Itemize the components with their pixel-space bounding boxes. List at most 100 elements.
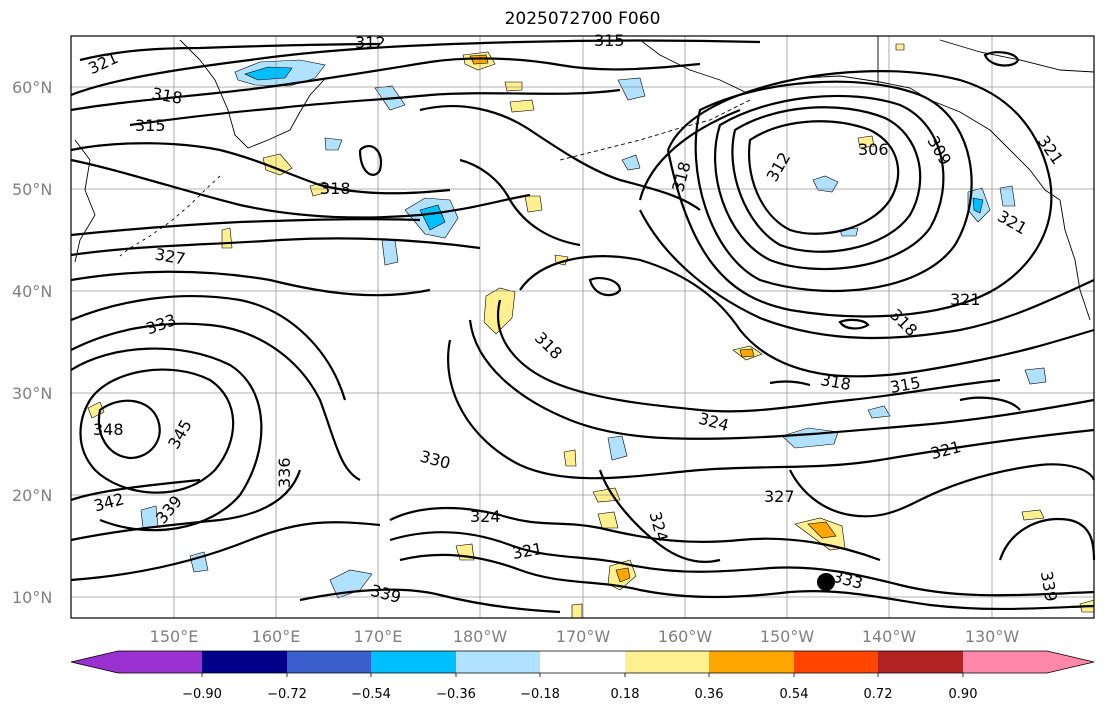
contour-label: 321 <box>950 290 981 309</box>
contour-line <box>748 120 900 235</box>
lat-label: 50°N <box>12 180 52 199</box>
contour-line <box>70 521 381 582</box>
yellow-patch <box>221 227 233 249</box>
contour-line <box>598 469 721 563</box>
colorbar-outline <box>70 650 1095 674</box>
blue-patch <box>812 175 839 193</box>
colorbar-segment <box>878 651 963 673</box>
contour-line <box>519 255 1095 378</box>
yellow-patch <box>857 135 875 149</box>
contour-line <box>299 588 561 614</box>
colorbar-segment <box>540 651 625 673</box>
contour-line <box>983 51 1020 67</box>
contour-line <box>70 294 347 401</box>
latitude-labels: 60°N 50°N 40°N 30°N 20°N 10°N <box>12 78 52 607</box>
contour-line <box>70 469 302 542</box>
contour-line <box>79 42 381 62</box>
contour-label: 312 <box>355 33 386 52</box>
colorbar-extend-max <box>1047 651 1094 673</box>
aleutian-islands <box>559 99 751 161</box>
blue-patch <box>419 204 446 231</box>
plot-frame <box>70 35 1095 619</box>
north-america-coast <box>1059 199 1091 321</box>
blue-patch <box>607 435 628 461</box>
plot-area <box>71 36 1094 618</box>
colorbar-tick-label: 0.72 <box>864 687 893 702</box>
colorbar-extend-min <box>71 651 118 673</box>
storm-position-dot <box>817 573 835 591</box>
alaska-coast <box>639 39 1061 201</box>
lon-label: 150°E <box>150 627 199 646</box>
contour-line <box>70 270 431 297</box>
colorbar-segment <box>371 651 456 673</box>
lat-label: 10°N <box>12 588 52 607</box>
contour-line <box>459 158 581 247</box>
contour-line <box>399 553 1095 611</box>
contour-line <box>79 368 235 494</box>
colorbar-tick-label: −0.54 <box>351 687 391 702</box>
lat-label: 40°N <box>12 282 52 301</box>
lon-label: 180°W <box>453 627 508 646</box>
lon-label: 140°W <box>862 627 917 646</box>
contour-line <box>70 218 421 237</box>
colorbar-segment <box>456 651 540 673</box>
yellow-patch <box>597 511 619 529</box>
yellow-patch <box>1021 509 1045 521</box>
colorbar-segment <box>287 651 371 673</box>
map-title: 2025072700 F060 <box>504 9 661 29</box>
lon-label: 170°E <box>354 627 403 646</box>
asian-coast <box>74 139 96 263</box>
colorbar-segment <box>794 651 878 673</box>
colorbar-tick-labels: −0.90 −0.72 −0.54 −0.36 −0.18 0.18 0.36 … <box>182 687 977 702</box>
colorbar-segment <box>625 651 709 673</box>
longitude-labels: 150°E 160°E 170°E 180°W 170°W 160°W 150°… <box>150 627 1020 646</box>
lon-label: 160°E <box>252 627 301 646</box>
contour-label: 336 <box>275 457 294 488</box>
blue-patch <box>381 239 399 266</box>
contour-line <box>731 106 922 253</box>
yellow-patch <box>571 603 583 619</box>
contour-line <box>97 399 161 460</box>
blue-patch <box>617 77 646 101</box>
colorbar-tick-label: 0.36 <box>695 687 724 702</box>
contour-line <box>497 299 1001 413</box>
lon-label: 130°W <box>965 627 1020 646</box>
contour-line <box>468 319 1095 440</box>
contour-label: 348 <box>93 420 124 439</box>
contour-line <box>389 506 881 562</box>
lat-label: 30°N <box>12 384 52 403</box>
mainland-coast <box>939 39 1095 73</box>
contour-line <box>70 478 201 502</box>
contour-line <box>389 531 1095 597</box>
contour-line <box>789 463 1096 518</box>
blue-patch <box>244 66 293 81</box>
contour-line <box>713 94 945 271</box>
blue-patch <box>621 154 641 171</box>
yellow-patch <box>504 81 523 92</box>
colorbar-tick-label: −0.90 <box>182 687 222 702</box>
contour-line <box>70 237 481 257</box>
yellow-patch <box>483 287 516 335</box>
contour-line <box>639 209 1095 340</box>
contour-label: 324 <box>470 507 501 526</box>
contour-label: 315 <box>135 116 166 135</box>
contour-line <box>447 339 1095 480</box>
colorbar-segment <box>202 651 287 673</box>
blue-patch <box>972 197 984 214</box>
contour-line <box>838 318 870 330</box>
height-contours <box>70 39 1096 614</box>
contour-line <box>129 88 621 127</box>
contour-line <box>769 380 811 387</box>
lon-label: 150°W <box>760 627 815 646</box>
yellow-patch <box>563 449 577 467</box>
colorbar-tick-label: −0.18 <box>520 687 560 702</box>
colorbar-segment <box>118 651 202 673</box>
colorbar-segment <box>709 651 794 673</box>
coastlines <box>74 36 1095 321</box>
blue-patch <box>329 569 373 599</box>
contour-line <box>70 142 451 195</box>
contour-line <box>70 347 263 532</box>
contour-line <box>666 70 1053 318</box>
orange-patch <box>615 567 631 583</box>
